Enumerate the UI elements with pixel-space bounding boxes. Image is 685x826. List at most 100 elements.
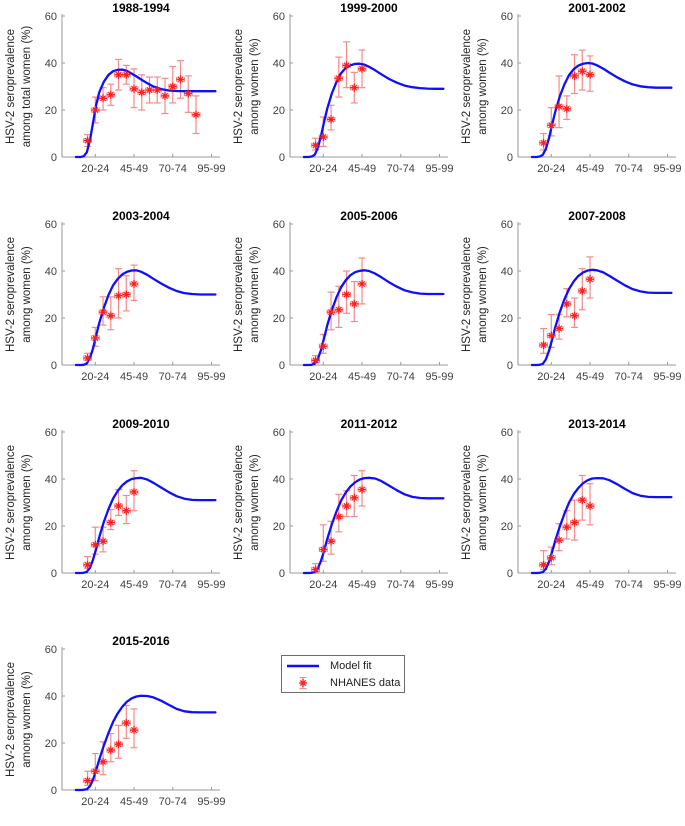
- y-axis-ticks: 0 20 40 60: [45, 644, 65, 797]
- y-tick-label: 40: [273, 58, 285, 70]
- y-tick-label: 60: [45, 427, 57, 439]
- x-tick-label: 95-99: [653, 371, 681, 383]
- subplot-canvas-2005-2006: 2005-2006 HSV-2 seroprevalence among women…: [233, 209, 454, 383]
- axes: [289, 222, 448, 366]
- y-axis-label: HSV-2 seroprevalence among women (%): [461, 445, 489, 560]
- nhanes-errorbars: [311, 41, 367, 151]
- x-tick-label: 20-24: [309, 163, 337, 175]
- nhanes-markers: [83, 719, 139, 785]
- y-tick-label: 60: [273, 11, 285, 23]
- y-tick-label: 60: [501, 11, 513, 23]
- x-tick-label: 20-24: [309, 371, 337, 383]
- svg-text:HSV-2 seroprevalence: HSV-2 seroprevalence: [461, 29, 473, 144]
- x-tick-label: 20-24: [537, 163, 565, 175]
- x-tick-label: 45-49: [120, 796, 148, 808]
- y-axis-ticks: 0 20 40 60: [273, 219, 293, 372]
- svg-text:among total women (%): among total women (%): [21, 26, 33, 148]
- model-fit-line: [302, 269, 445, 367]
- x-tick-label: 20-24: [81, 163, 109, 175]
- x-tick-label: 70-74: [159, 371, 187, 383]
- y-tick-label: 40: [273, 474, 285, 486]
- x-axis-ticks: 20-24 45-49 70-74 95-99: [81, 154, 226, 175]
- x-axis-ticks: 20-24 45-49 70-74 95-99: [537, 154, 682, 175]
- y-axis-ticks: 0 20 40 60: [501, 427, 521, 580]
- plot-title: 1988-1994: [112, 1, 170, 15]
- model-fit-line: [302, 476, 445, 575]
- svg-text:among women (%): among women (%): [21, 246, 33, 343]
- y-tick-label: 40: [45, 691, 57, 703]
- nhanes-errorbars: [539, 474, 595, 571]
- subplot-canvas-2007-2008: 2007-2008 HSV-2 seroprevalence among women…: [461, 209, 682, 383]
- y-axis-label: HSV-2 seroprevalence among women (%): [233, 237, 261, 352]
- x-tick-label: 45-49: [120, 371, 148, 383]
- x-axis-ticks: 20-24 45-49 70-74 95-99: [81, 570, 226, 591]
- x-tick-label: 20-24: [81, 796, 109, 808]
- x-tick-label: 70-74: [159, 579, 187, 591]
- axes: [61, 14, 220, 158]
- y-tick-label: 0: [51, 360, 57, 372]
- x-tick-label: 95-99: [425, 579, 453, 591]
- subplot-2001-2002: 2001-2002 HSV-2 seroprevalence among women…: [456, 0, 684, 200]
- x-tick-label: 70-74: [615, 579, 643, 591]
- y-tick-label: 20: [501, 521, 513, 533]
- y-tick-label: 20: [501, 105, 513, 117]
- model-fit-line: [74, 68, 217, 159]
- svg-text:HSV-2 seroprevalence: HSV-2 seroprevalence: [5, 662, 17, 777]
- svg-text:HSV-2 seroprevalence: HSV-2 seroprevalence: [233, 237, 245, 352]
- svg-text:among women (%): among women (%): [477, 38, 489, 135]
- x-tick-label: 20-24: [81, 371, 109, 383]
- y-axis-label: HSV-2 seroprevalence among women (%): [5, 662, 33, 777]
- y-tick-label: 40: [501, 474, 513, 486]
- legend-label-model-fit: Model fit: [330, 659, 372, 672]
- y-tick-label: 60: [501, 219, 513, 231]
- x-tick-label: 70-74: [387, 371, 415, 383]
- y-tick-label: 40: [45, 474, 57, 486]
- x-tick-label: 70-74: [387, 579, 415, 591]
- nhanes-errorbars: [83, 704, 139, 786]
- svg-text:among women (%): among women (%): [21, 671, 33, 768]
- y-tick-label: 20: [273, 521, 285, 533]
- x-axis-ticks: 20-24 45-49 70-74 95-99: [309, 570, 454, 591]
- subplot-2005-2006: 2005-2006 HSV-2 seroprevalence among women…: [228, 208, 456, 408]
- svg-text:among women (%): among women (%): [21, 454, 33, 551]
- x-axis-ticks: 20-24 45-49 70-74 95-99: [309, 154, 454, 175]
- subplot-canvas-2015-2016: 2015-2016 HSV-2 seroprevalence among women…: [5, 634, 226, 808]
- y-axis-label: HSV-2 seroprevalence among total women (%…: [5, 26, 33, 148]
- y-tick-label: 60: [45, 219, 57, 231]
- x-tick-label: 70-74: [615, 371, 643, 383]
- model-fit-line: [74, 269, 217, 367]
- subplot-2003-2004: 2003-2004 HSV-2 seroprevalence among women…: [0, 208, 228, 408]
- x-tick-label: 95-99: [653, 163, 681, 175]
- axes: [61, 222, 220, 366]
- x-tick-label: 95-99: [197, 163, 225, 175]
- y-tick-label: 0: [51, 152, 57, 164]
- y-axis-ticks: 0 20 40 60: [501, 219, 521, 372]
- nhanes-errorbars: [83, 58, 201, 148]
- y-tick-label: 60: [45, 11, 57, 23]
- axes: [517, 14, 676, 158]
- x-tick-label: 20-24: [81, 579, 109, 591]
- x-tick-label: 45-49: [120, 579, 148, 591]
- svg-text:among women (%): among women (%): [249, 246, 261, 343]
- nhanes-errorbars: [539, 49, 595, 151]
- subplot-canvas-2009-2010: 2009-2010 HSV-2 seroprevalence among women…: [5, 417, 226, 591]
- x-axis-ticks: 20-24 45-49 70-74 95-99: [309, 362, 454, 383]
- axes: [517, 222, 676, 366]
- nhanes-markers: [539, 496, 595, 569]
- plot-title: 2011-2012: [341, 417, 398, 431]
- x-tick-label: 45-49: [348, 163, 376, 175]
- y-tick-label: 20: [273, 105, 285, 117]
- x-axis-ticks: 20-24 45-49 70-74 95-99: [537, 362, 682, 383]
- axes: [517, 430, 676, 574]
- y-axis-label: HSV-2 seroprevalence among women (%): [233, 29, 261, 144]
- svg-text:HSV-2 seroprevalence: HSV-2 seroprevalence: [5, 29, 17, 144]
- svg-text:HSV-2 seroprevalence: HSV-2 seroprevalence: [461, 445, 473, 560]
- plot-title: 2003-2004: [112, 209, 170, 223]
- x-tick-label: 70-74: [159, 163, 187, 175]
- x-tick-label: 45-49: [120, 163, 148, 175]
- y-tick-label: 40: [501, 266, 513, 278]
- svg-text:among women (%): among women (%): [249, 38, 261, 135]
- svg-text:HSV-2 seroprevalence: HSV-2 seroprevalence: [233, 445, 245, 560]
- x-tick-label: 70-74: [159, 796, 187, 808]
